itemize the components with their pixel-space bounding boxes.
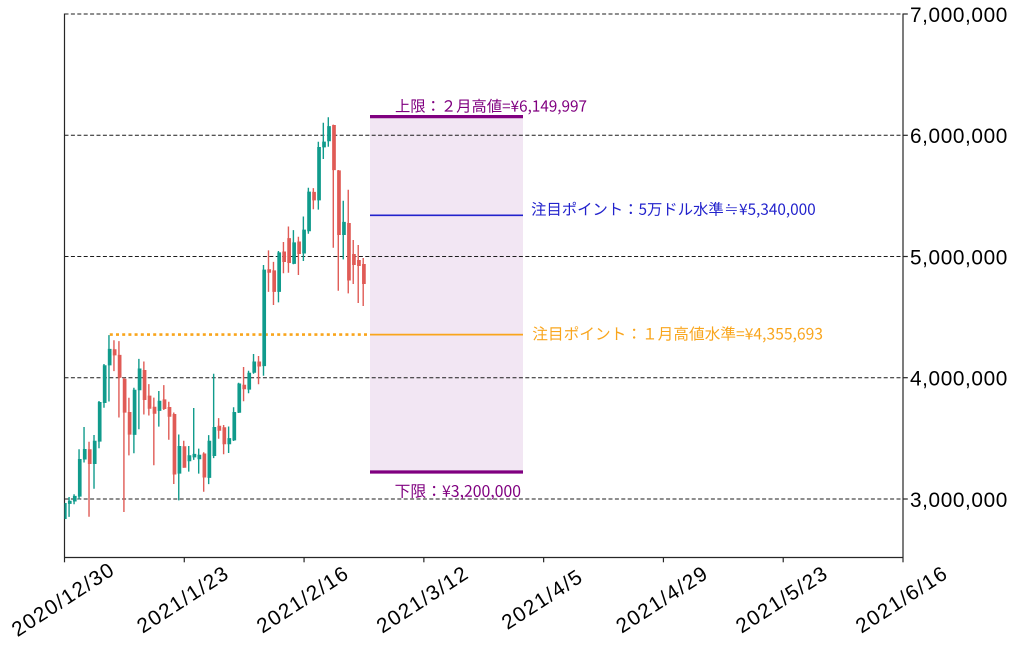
svg-text:4,000,000: 4,000,000 — [910, 368, 1008, 391]
svg-text:5,000,000: 5,000,000 — [910, 246, 1008, 269]
svg-text:7,000,000: 7,000,000 — [910, 4, 1008, 27]
svg-text:6,000,000: 6,000,000 — [910, 125, 1008, 148]
svg-text:3,000,000: 3,000,000 — [910, 489, 1008, 512]
